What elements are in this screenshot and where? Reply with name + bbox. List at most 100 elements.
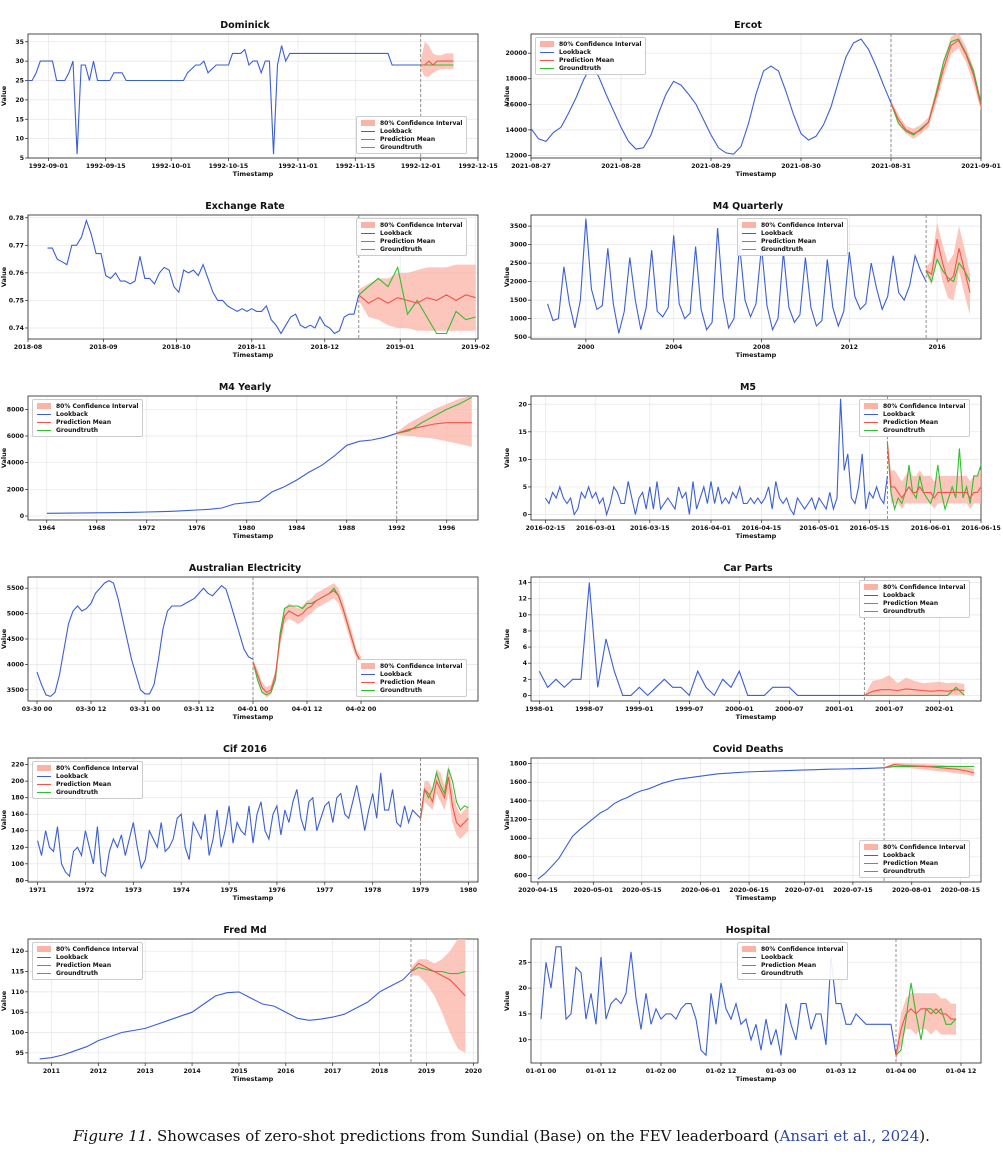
x-tick-label: 2020-06-01 [681, 887, 721, 894]
x-tick-label: 2020-08-15 [940, 887, 980, 894]
caption-citation-link[interactable]: Ansari et al., 2024 [779, 1127, 920, 1145]
legend-swatch [540, 67, 554, 69]
chart-dominick: Dominick 5 10 15 20 25 30 35 1992-09-01 1992-09-1… [0, 18, 498, 190]
y-tick-label: 140 [11, 828, 25, 835]
legend-label: 80% Confidence Interval [559, 40, 642, 48]
chart-plot-area: 600 800 1000 1200 1400 1600 1800 2020-04-15 2020… [503, 757, 982, 902]
x-tick-label: 2021-08-29 [691, 163, 731, 170]
y-tick-label: 3500 [510, 223, 528, 230]
legend-swatch [540, 59, 554, 61]
y-tick-label: 1600 [510, 779, 528, 786]
legend-item-gt: Groundtruth [864, 426, 965, 434]
y-tick-label: 10 [15, 136, 24, 143]
legend-label: Lookback [559, 48, 591, 56]
prediction-mean-series [883, 763, 975, 774]
x-tick-label: 2021-09-01 [961, 163, 1001, 170]
x-axis-label: Timestamp [233, 713, 274, 721]
legend-swatch [864, 610, 878, 612]
x-axis-label: Timestamp [736, 713, 777, 721]
x-tick-label: 01-03 12 [826, 1068, 857, 1075]
x-tick-label: 2020-07-15 [833, 887, 873, 894]
chart-title: M5 [739, 382, 757, 393]
lookback-series [47, 218, 360, 335]
legend-item-ci: 80% Confidence Interval [864, 583, 965, 591]
x-tick-label: 2001-01 [825, 706, 853, 713]
y-tick-label: 105 [11, 1009, 24, 1016]
legend-swatch [864, 421, 878, 423]
y-tick-label: 15 [518, 1011, 527, 1018]
groundtruth-series [420, 768, 469, 819]
chart-fred-md: Fred Md 95 100 105 110 115 120 2011 2012 2013 2014… [0, 923, 490, 1095]
legend-label: Lookback [380, 670, 412, 678]
legend-label: 80% Confidence Interval [380, 119, 463, 127]
legend-item-gt: Groundtruth [361, 245, 462, 253]
chart-title: Car Parts [723, 563, 773, 574]
y-tick-label: 20000 [505, 50, 527, 57]
x-axis-label: Timestamp [233, 170, 274, 178]
legend-swatch [864, 862, 878, 864]
x-tick-label: 2021-08-28 [601, 163, 641, 170]
legend-label: Groundtruth [883, 867, 926, 875]
lookback-series [544, 398, 888, 517]
x-tick-label: 2020-05-15 [622, 887, 662, 894]
legend-swatch [540, 41, 554, 47]
y-tick-label: 0 [523, 511, 528, 518]
x-tick-label: 1980 [238, 525, 256, 532]
legend-item-pred: Prediction Mean [540, 56, 641, 64]
y-tick-label: 1800 [510, 761, 528, 768]
confidence-band [926, 222, 970, 315]
y-tick-label: 5 [523, 484, 527, 491]
x-tick-label: 1971 [29, 887, 46, 894]
legend-item-lookback: Lookback [361, 670, 462, 678]
legend-swatch [361, 232, 375, 234]
y-tick-label: 16000 [505, 101, 527, 108]
y-axis-label: Value [0, 85, 8, 106]
x-tick-label: 1999-07 [675, 706, 703, 713]
y-tick-label: 110 [11, 989, 25, 996]
x-tick-label: 01-03 00 [766, 1068, 797, 1075]
x-tick-label: 1978 [364, 887, 381, 894]
y-tick-label: 3000 [510, 242, 528, 249]
y-tick-label: 20 [518, 401, 527, 408]
x-tick-label: 1968 [88, 525, 105, 532]
legend-swatch [742, 964, 756, 966]
chart-legend: 80% Confidence Interval Lookback Predictio… [32, 761, 144, 799]
chart-title: M4 Quarterly [712, 201, 784, 212]
legend-swatch [864, 594, 878, 596]
x-tick-label: 2016-05-15 [850, 525, 890, 532]
x-tick-label: 2016-05-01 [799, 525, 839, 532]
prediction-mean-series [890, 39, 982, 135]
legend-item-ci: 80% Confidence Interval [361, 221, 462, 229]
y-tick-label: 80 [15, 877, 24, 884]
legend-item-gt: Groundtruth [742, 245, 843, 253]
y-tick-label: 2000 [7, 486, 25, 493]
y-tick-label: 30 [15, 58, 24, 65]
x-tick-label: 2019-02 [461, 344, 489, 351]
legend-item-pred: Prediction Mean [864, 599, 965, 607]
chart-legend: 80% Confidence Interval Lookback Predictio… [356, 659, 468, 697]
x-tick-label: 1992-11-01 [278, 163, 318, 170]
chart-plot-area: 0.74 0.75 0.76 0.77 0.78 2018-08 2018-09 2018-1… [0, 214, 490, 359]
y-tick-label: 0.76 [9, 270, 24, 277]
legend-item-lookback: Lookback [742, 953, 843, 961]
x-tick-label: 01-04 00 [886, 1068, 917, 1075]
y-tick-label: 15 [518, 429, 527, 436]
legend-swatch [361, 673, 375, 675]
x-tick-label: 2016 [928, 344, 945, 351]
legend-label: Groundtruth [56, 426, 99, 434]
legend-label: Lookback [761, 953, 793, 961]
legend-item-pred: Prediction Mean [864, 418, 965, 426]
y-tick-label: 120 [11, 844, 25, 851]
x-tick-label: 2016-03-15 [630, 525, 670, 532]
legend-label: Groundtruth [761, 245, 804, 253]
legend-label: Groundtruth [56, 788, 99, 796]
legend-label: Lookback [883, 851, 915, 859]
legend-swatch [864, 844, 878, 850]
x-tick-label: 1977 [316, 887, 333, 894]
y-tick-label: 4000 [7, 661, 25, 668]
y-tick-label: 1400 [510, 798, 528, 805]
chart-legend: 80% Confidence Interval Lookback Predictio… [737, 218, 849, 256]
legend-item-lookback: Lookback [361, 229, 462, 237]
confidence-band [253, 583, 361, 698]
x-tick-label: 1979 [412, 887, 429, 894]
